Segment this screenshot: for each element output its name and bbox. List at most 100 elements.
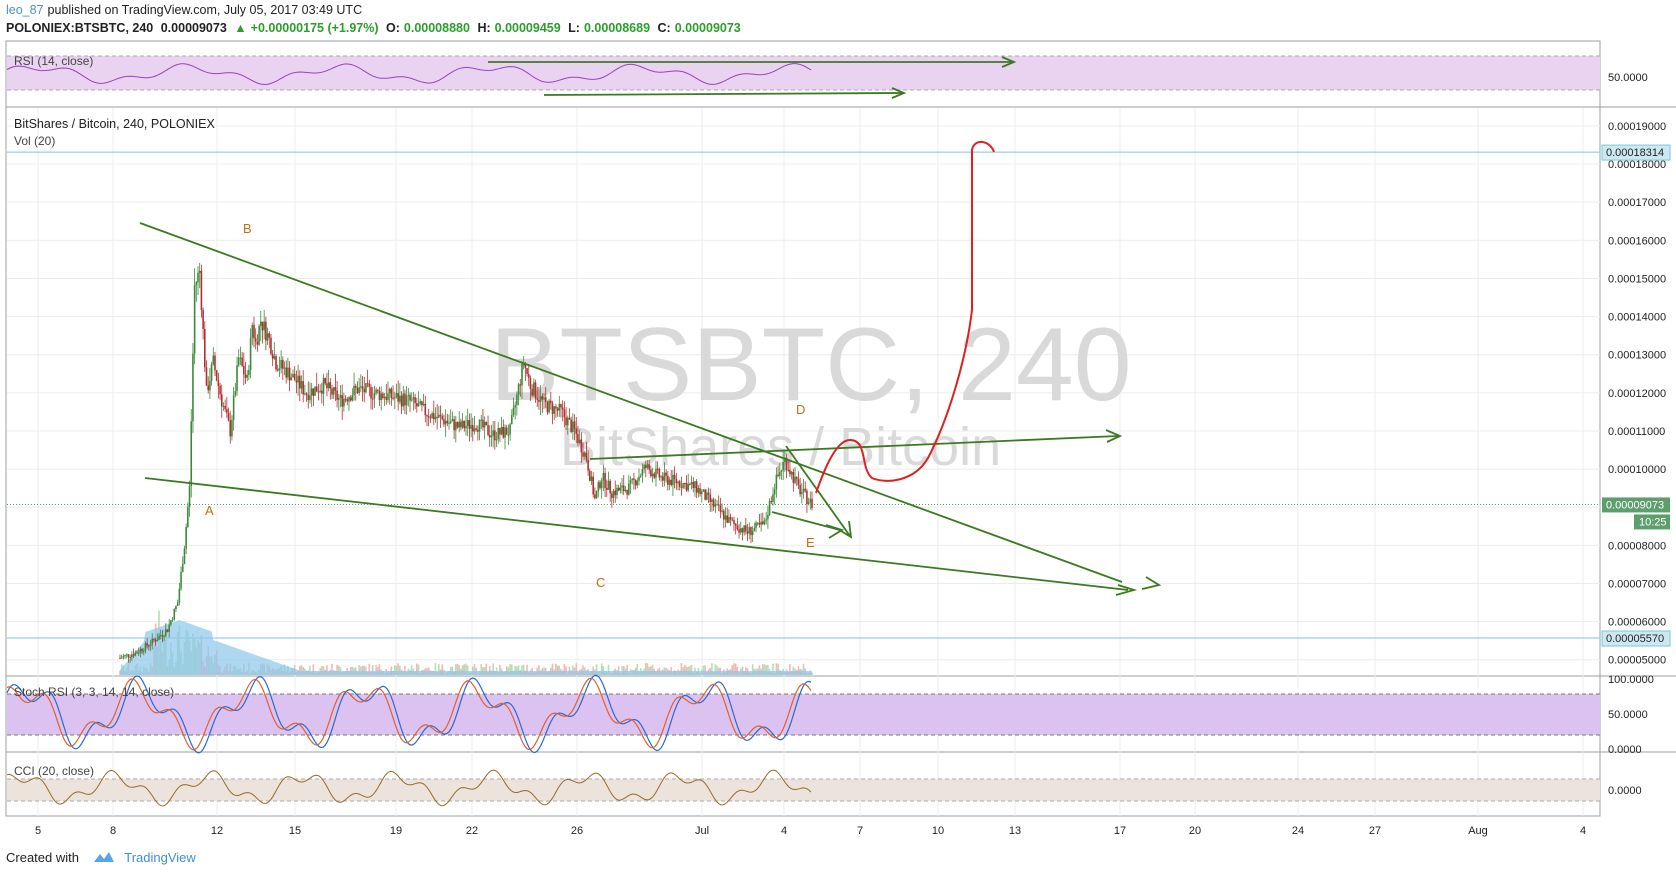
stoch-k-line (6, 674, 812, 754)
candle-body (797, 479, 800, 485)
volume-label: Vol (20) (14, 134, 55, 148)
horizontal-channel-line[interactable] (589, 435, 1119, 460)
short-arrow-line[interactable] (785, 445, 851, 537)
high-value: 0.00009459 (494, 21, 561, 35)
candle-body (622, 485, 625, 492)
volume-bar (777, 663, 779, 675)
volume-bar (390, 666, 393, 675)
time-tick: 10 (932, 825, 944, 837)
candle-body (337, 397, 340, 400)
candle-body (439, 414, 442, 417)
candle-body (787, 469, 790, 471)
price-tick: 0.00010000 (1608, 464, 1666, 476)
volume-bar (456, 663, 459, 675)
candle-body (531, 388, 533, 396)
candle-body (517, 384, 520, 395)
candle-body (544, 397, 547, 402)
volume-bar (741, 666, 744, 675)
candle-body (672, 474, 674, 486)
candle-body (495, 439, 498, 441)
candle-body (427, 416, 430, 418)
candle-body (417, 403, 420, 407)
candle-body (348, 397, 350, 402)
candle-body (733, 520, 735, 524)
candle-body (792, 471, 795, 483)
candle-body (643, 465, 645, 470)
candle-body (760, 521, 762, 525)
candle-body (626, 489, 628, 495)
candle-body (714, 504, 717, 507)
cci-tick-0: 0.0000 (1608, 785, 1642, 797)
candle-body (288, 367, 291, 381)
candle-body (762, 521, 764, 525)
volume-bar (646, 663, 649, 675)
candle-body (512, 407, 515, 416)
candle-body (644, 465, 647, 468)
volume-bar (648, 666, 650, 675)
candle-body (717, 504, 720, 506)
volume-bar (461, 665, 464, 675)
candle-body (258, 325, 260, 345)
candle-body (241, 357, 243, 366)
trend-drawings[interactable] (139, 141, 1162, 596)
time-axis[interactable]: 5 8 12 15 19 22 26 Jul 4 7 10 13 17 20 24 27 Aug 4 (35, 825, 1586, 837)
candlesticks (119, 263, 813, 663)
price-axis[interactable]: 0.00019000 0.00018000 0.00017000 0.00016000… (1608, 121, 1666, 667)
volume-bar (368, 663, 371, 675)
candle-body (231, 419, 233, 437)
candle-body (332, 387, 335, 395)
footer-brand-link[interactable]: TradingView (124, 850, 196, 865)
candle-body (210, 364, 213, 381)
price-markers: 0.00018314 0.00005570 0.00009073 10:25 (1601, 144, 1671, 647)
candle-body (583, 452, 586, 457)
time-tick: 19 (390, 825, 402, 837)
candle-body (811, 498, 813, 509)
candle-body (170, 620, 172, 625)
volume-bar (351, 666, 354, 675)
cci-band (7, 779, 1600, 801)
candle-body (283, 367, 286, 369)
small-arrow-line[interactable] (771, 511, 841, 531)
candle-body (204, 328, 206, 368)
volume-bar (716, 665, 718, 675)
time-tick: 5 (35, 825, 41, 837)
volume-bar (565, 666, 567, 675)
close-label: C: (657, 21, 671, 35)
volume-bar (399, 665, 401, 675)
candle-body (492, 430, 494, 436)
candle-body (455, 422, 457, 431)
candle-body (509, 424, 511, 435)
candle-body (471, 425, 474, 432)
volume-bar (360, 666, 362, 675)
volume-bar (704, 665, 706, 675)
candle-body (416, 403, 418, 407)
time-tick: 4 (1580, 825, 1586, 837)
volume-bar (337, 665, 340, 675)
candle-body (132, 654, 135, 656)
candle-body (383, 396, 386, 399)
candle-body (220, 394, 223, 407)
candle-body (765, 519, 768, 521)
candle-body (573, 421, 576, 429)
candle-body (745, 525, 747, 532)
volume-bar (775, 663, 778, 675)
candle-body (205, 367, 208, 386)
wedge-lower-trendline[interactable] (144, 477, 1129, 591)
wedge-upper-trendline[interactable] (139, 222, 1123, 583)
high-label: H: (477, 21, 491, 35)
candle-body (298, 375, 301, 389)
candle-body (154, 640, 157, 642)
candle-body (426, 415, 428, 417)
candle-body (556, 408, 559, 411)
volume-bar (397, 663, 399, 675)
candle-body (144, 643, 147, 651)
projection-freehand-path[interactable] (815, 141, 995, 494)
main-title: BitShares / Bitcoin, 240, POLONIEX (14, 117, 215, 131)
author-link[interactable]: leo_87 (6, 3, 44, 17)
volume-bar (499, 664, 501, 675)
candle-body (312, 388, 315, 396)
candle-body (395, 393, 398, 398)
candle-body (134, 652, 137, 656)
candle-body (675, 478, 678, 484)
